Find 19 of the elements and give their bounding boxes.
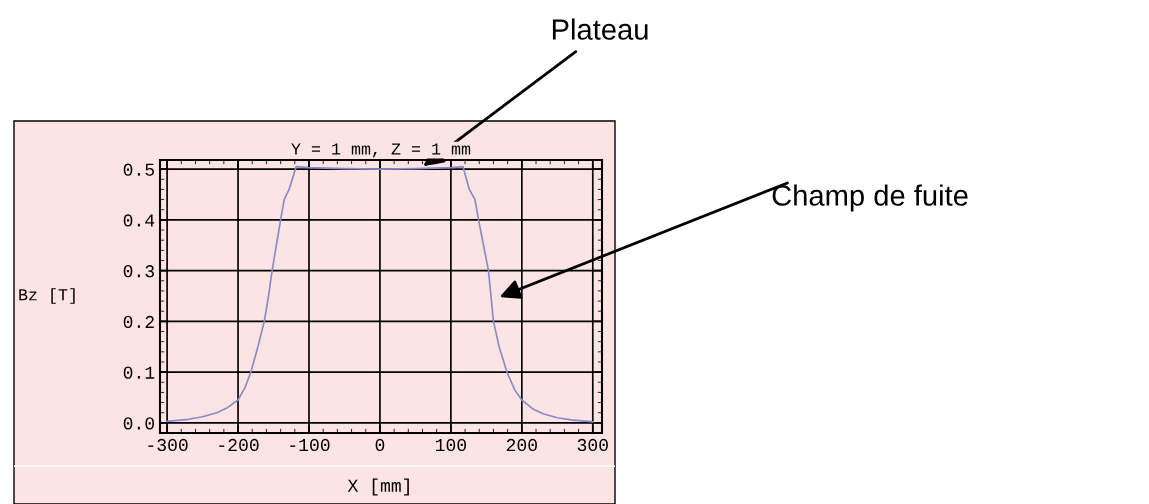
x-tick-label: 300 (577, 438, 608, 452)
text: Champ de fuite (772, 184, 968, 212)
y-tick-label: 0.3 (123, 265, 154, 278)
y-axis-title: Bz [T] (19, 288, 75, 304)
x-tick-label: 0 (375, 438, 385, 452)
chart-title: Y = 1 mm, Z = 1 mm (291, 143, 471, 158)
line-series (166, 165, 594, 423)
text: Plateau (552, 18, 648, 40)
y-tick-label: 0.5 (123, 163, 154, 176)
y-tick-label: 0.1 (123, 366, 155, 379)
x-axis-title: X [mm] (347, 478, 409, 496)
y-tick-label: 0.0 (123, 417, 155, 430)
x-tick-label: -100 (290, 438, 330, 452)
y-tick-label: 0.4 (123, 214, 155, 227)
x-tick-label: 200 (506, 438, 537, 452)
x-tick-label: 100 (435, 438, 467, 452)
x-tick-label: -300 (148, 438, 188, 452)
x-tick-label: -200 (219, 438, 259, 452)
y-tick-label: 0.2 (123, 315, 154, 329)
